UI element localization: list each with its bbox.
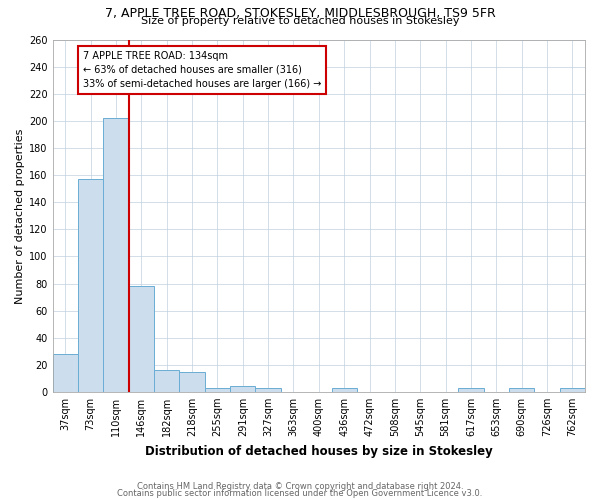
Bar bbox=[509, 388, 535, 392]
Bar bbox=[230, 386, 256, 392]
Bar bbox=[458, 388, 484, 392]
Bar bbox=[256, 388, 281, 392]
Text: 7, APPLE TREE ROAD, STOKESLEY, MIDDLESBROUGH, TS9 5FR: 7, APPLE TREE ROAD, STOKESLEY, MIDDLESBR… bbox=[104, 8, 496, 20]
Y-axis label: Number of detached properties: Number of detached properties bbox=[15, 128, 25, 304]
Bar bbox=[560, 388, 585, 392]
Text: Contains HM Land Registry data © Crown copyright and database right 2024.: Contains HM Land Registry data © Crown c… bbox=[137, 482, 463, 491]
X-axis label: Distribution of detached houses by size in Stokesley: Distribution of detached houses by size … bbox=[145, 444, 493, 458]
Bar bbox=[179, 372, 205, 392]
Bar bbox=[154, 370, 179, 392]
Bar bbox=[53, 354, 78, 392]
Bar bbox=[129, 286, 154, 392]
Text: Size of property relative to detached houses in Stokesley: Size of property relative to detached ho… bbox=[141, 16, 459, 26]
Bar bbox=[103, 118, 129, 392]
Bar bbox=[78, 180, 103, 392]
Bar bbox=[332, 388, 357, 392]
Text: 7 APPLE TREE ROAD: 134sqm
← 63% of detached houses are smaller (316)
33% of semi: 7 APPLE TREE ROAD: 134sqm ← 63% of detac… bbox=[83, 51, 322, 89]
Bar bbox=[205, 388, 230, 392]
Text: Contains public sector information licensed under the Open Government Licence v3: Contains public sector information licen… bbox=[118, 488, 482, 498]
